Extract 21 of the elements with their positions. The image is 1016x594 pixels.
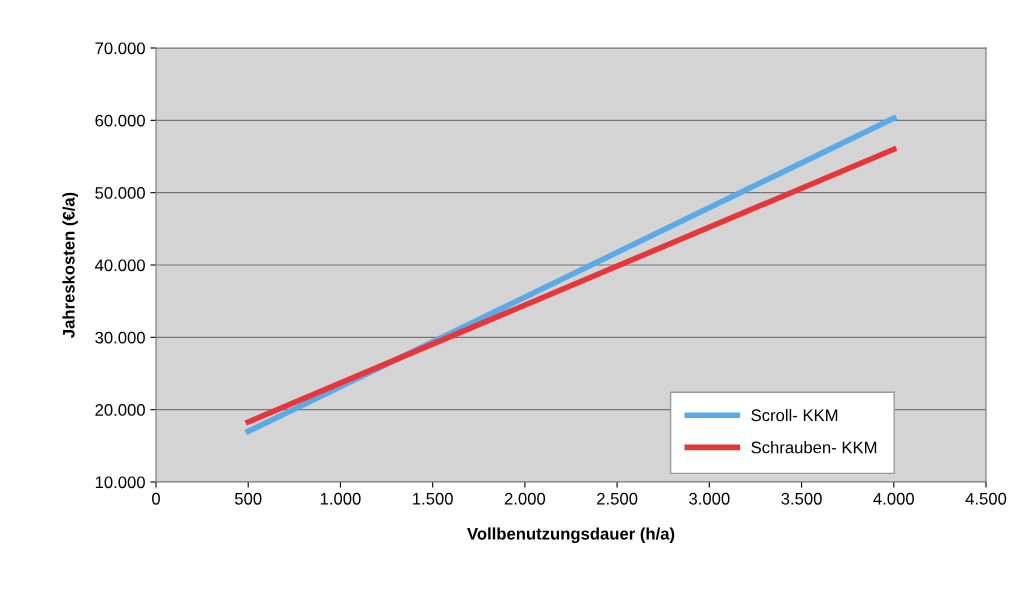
x-tick-label: 3.500 [781,492,822,505]
y-tick-label: 50.000 [95,187,145,199]
x-tick-label: 0 [152,492,160,505]
y-tick-label: 70.000 [95,42,145,55]
legend-label: Schrauben- KKM [751,441,877,454]
legend-label: Scroll- KKM [751,408,838,422]
x-tick-label: 1.500 [413,492,453,505]
x-tick-label: 2.000 [504,492,546,505]
x-tick-label: 4.500 [965,492,1007,505]
x-tick-label: 4.000 [873,492,914,505]
y-tick-label: 60.000 [95,114,145,127]
y-tick-label: 10.000 [95,476,145,489]
x-axis-title: Vollbenutzungsdauer (h/a) [467,527,675,544]
y-axis-title: Jahreskosten (€/a) [62,192,78,338]
x-tick-label: 1.000 [320,492,361,505]
y-tick-label: 20.000 [95,404,145,416]
x-tick-label: 3.000 [689,492,730,505]
x-tick-label: 500 [234,492,262,505]
x-tick-label: 2.500 [597,492,638,505]
y-tick-label: 30.000 [95,331,145,344]
y-tick-label: 40.000 [94,259,145,272]
